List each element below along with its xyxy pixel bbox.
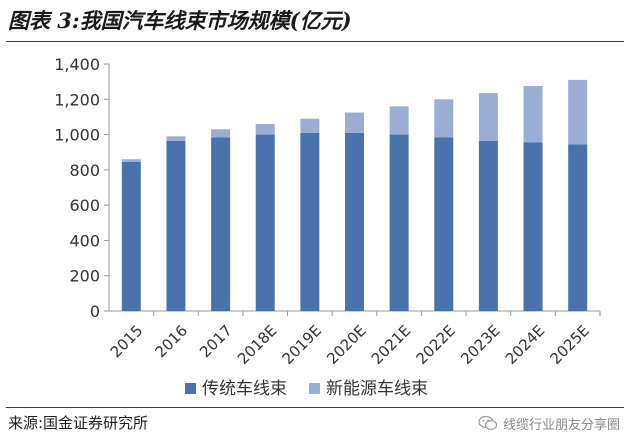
legend-label: 传统车线束 (202, 379, 287, 399)
x-tick-label: 2015 (107, 321, 147, 361)
bar-new-energy (389, 106, 409, 135)
y-tick-label: 0 (90, 302, 100, 321)
wechat-icon (478, 415, 498, 430)
x-tick-label: 2016 (151, 321, 191, 361)
x-tick-label: 2023E (457, 321, 503, 367)
bar-traditional (389, 134, 409, 311)
bar-new-energy (255, 123, 275, 135)
y-tick-label: 200 (69, 267, 100, 286)
bar-new-energy (121, 159, 141, 162)
bar-traditional (300, 132, 320, 311)
y-tick-label: 400 (69, 231, 100, 250)
y-tick-label: 1,000 (54, 126, 100, 145)
x-tick-label: 2017 (196, 321, 236, 361)
x-tick-label: 2022E (413, 321, 459, 367)
x-tick-label: 2021E (368, 321, 414, 367)
x-tick-label: 2025E (546, 321, 592, 367)
legend-label: 新能源车线束 (326, 379, 428, 399)
bar-new-energy (166, 136, 186, 141)
source-note: 来源:国金证券研究所 (8, 414, 149, 432)
bar-new-energy (523, 86, 543, 143)
watermark: 线缆行业朋友分享圈 (478, 412, 620, 434)
bar-traditional (211, 137, 231, 311)
bar-new-energy (568, 79, 588, 145)
bar-traditional (121, 161, 141, 311)
bar-new-energy (434, 99, 454, 138)
legend-swatch (185, 383, 196, 394)
title-divider (6, 41, 624, 42)
chart-title: 图表 3:我国汽车线束市场规模(亿元) (8, 8, 352, 33)
bar-traditional (345, 132, 364, 311)
source-divider (6, 407, 624, 408)
bar-new-energy (300, 118, 320, 133)
bar-new-energy (478, 93, 498, 141)
y-tick-label: 1,400 (54, 55, 100, 74)
bar-new-energy (211, 129, 231, 138)
x-tick-label: 2020E (323, 321, 369, 367)
x-tick-label: 2019E (279, 321, 325, 367)
x-tick-label: 2018E (234, 321, 280, 367)
bar-traditional (255, 134, 275, 311)
y-tick-label: 1,200 (54, 90, 100, 109)
bar-traditional (568, 144, 588, 311)
y-tick-label: 600 (69, 196, 100, 215)
legend-swatch (309, 383, 320, 394)
x-tick-label: 2024E (502, 321, 548, 367)
watermark-text: 线缆行业朋友分享圈 (502, 417, 620, 433)
bar-traditional (434, 137, 454, 311)
bar-new-energy (345, 112, 364, 133)
bar-traditional (523, 142, 543, 311)
bar-traditional (478, 140, 498, 311)
y-tick-label: 800 (69, 161, 100, 180)
bar-traditional (166, 140, 186, 311)
